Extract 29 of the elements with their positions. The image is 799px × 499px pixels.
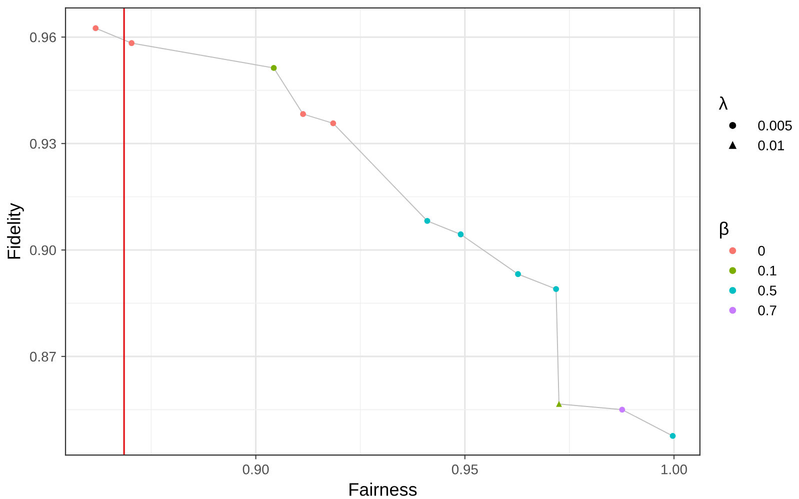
text: λ	[718, 96, 728, 110]
y-tick-label: 0.87	[30, 352, 56, 362]
point	[458, 231, 464, 238]
point	[619, 406, 626, 413]
point	[670, 432, 676, 439]
y-tick-label: 0.96	[30, 32, 56, 42]
point	[92, 25, 99, 32]
point	[556, 401, 562, 407]
point	[270, 65, 277, 71]
point	[515, 271, 521, 278]
legend-label: 0.7	[758, 306, 776, 316]
y-tick-label: 0.90	[30, 245, 56, 256]
text: 0.005	[758, 120, 792, 130]
legend-label: 0.1	[758, 266, 776, 276]
x-axis-title: Fairness	[350, 482, 417, 496]
legend-label: 0	[758, 246, 765, 256]
point	[300, 111, 306, 118]
x-tick-label: 1.00	[662, 464, 687, 474]
point	[128, 40, 135, 46]
x-tick-label: 0.95	[452, 464, 478, 474]
point	[424, 218, 430, 224]
point	[330, 120, 336, 126]
y-tick-label: 0.93	[30, 138, 56, 149]
point	[553, 286, 560, 292]
y-axis-title: Fidelity	[7, 202, 24, 259]
x-tick-label: 0.90	[242, 464, 269, 474]
text: 0.01	[758, 140, 784, 150]
text: β	[720, 222, 728, 239]
legend-label: 0.5	[758, 286, 776, 296]
